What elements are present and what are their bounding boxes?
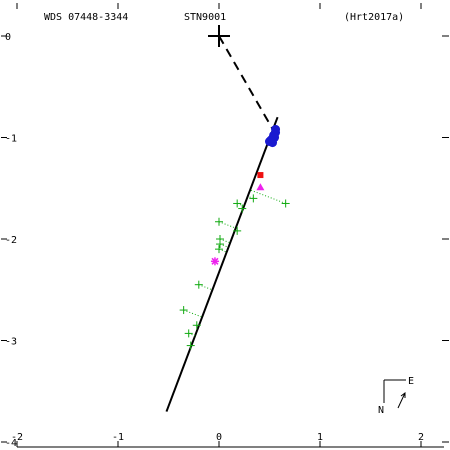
residual-line bbox=[188, 332, 196, 337]
discoverer-label: STN9001 bbox=[184, 12, 226, 23]
plus-marker bbox=[186, 341, 195, 350]
x-tick-label: 0 bbox=[216, 432, 222, 443]
orbit-fit-line bbox=[165, 116, 279, 412]
y-tick-label: 0 bbox=[5, 32, 11, 43]
residual-line bbox=[237, 203, 245, 207]
x-tick-label: 1 bbox=[317, 432, 323, 443]
plus-marker bbox=[192, 321, 201, 330]
axis-ticks: -2 -1 0 1 2 0 -1 -2 -3 -4 bbox=[1, 3, 449, 449]
motion-arrow-shaft bbox=[397, 392, 406, 409]
plus-marker bbox=[233, 199, 242, 208]
x-tick-label: -2 bbox=[11, 432, 23, 443]
plus-marker bbox=[215, 217, 223, 226]
observation-markers bbox=[179, 124, 290, 350]
residual-line bbox=[218, 248, 227, 253]
plus-marker bbox=[194, 280, 203, 289]
residual-line bbox=[219, 238, 231, 244]
plus-marker bbox=[216, 240, 225, 249]
y-tick-label: -4 bbox=[5, 438, 17, 449]
plus-marker bbox=[249, 194, 258, 203]
y-tick-label: -2 bbox=[5, 235, 17, 246]
star-marker-d2 bbox=[211, 257, 219, 265]
reference-label: (Hrt2017a) bbox=[344, 12, 404, 23]
residual-line bbox=[249, 189, 286, 204]
compass: E N bbox=[378, 376, 414, 416]
line-of-nodes bbox=[218, 35, 276, 133]
y-tick-label: -1 bbox=[5, 134, 17, 145]
triangle-marker bbox=[256, 183, 265, 191]
motion-arrow-head-icon bbox=[400, 392, 406, 398]
plus-marker bbox=[179, 306, 188, 315]
x-tick-label: 2 bbox=[418, 432, 424, 443]
y-tick-label: -3 bbox=[5, 337, 17, 348]
square-marker bbox=[257, 172, 264, 179]
residual-line bbox=[198, 284, 213, 291]
plus-marker bbox=[238, 204, 247, 213]
residual-line bbox=[183, 309, 203, 318]
plus-marker bbox=[215, 245, 223, 254]
wds-id-label: WDS 07448-3344 bbox=[44, 12, 128, 23]
speckle-dot-marker bbox=[271, 124, 281, 134]
plus-marker bbox=[281, 199, 290, 208]
compass-east-label: E bbox=[408, 376, 414, 387]
plus-marker bbox=[184, 329, 193, 338]
primary-star-marker bbox=[208, 25, 230, 47]
x-tick-label: -1 bbox=[112, 432, 124, 443]
star-marker bbox=[210, 257, 219, 266]
plus-marker bbox=[233, 226, 242, 235]
compass-north-label: N bbox=[378, 405, 384, 416]
speckle-dot-marker bbox=[266, 136, 276, 146]
